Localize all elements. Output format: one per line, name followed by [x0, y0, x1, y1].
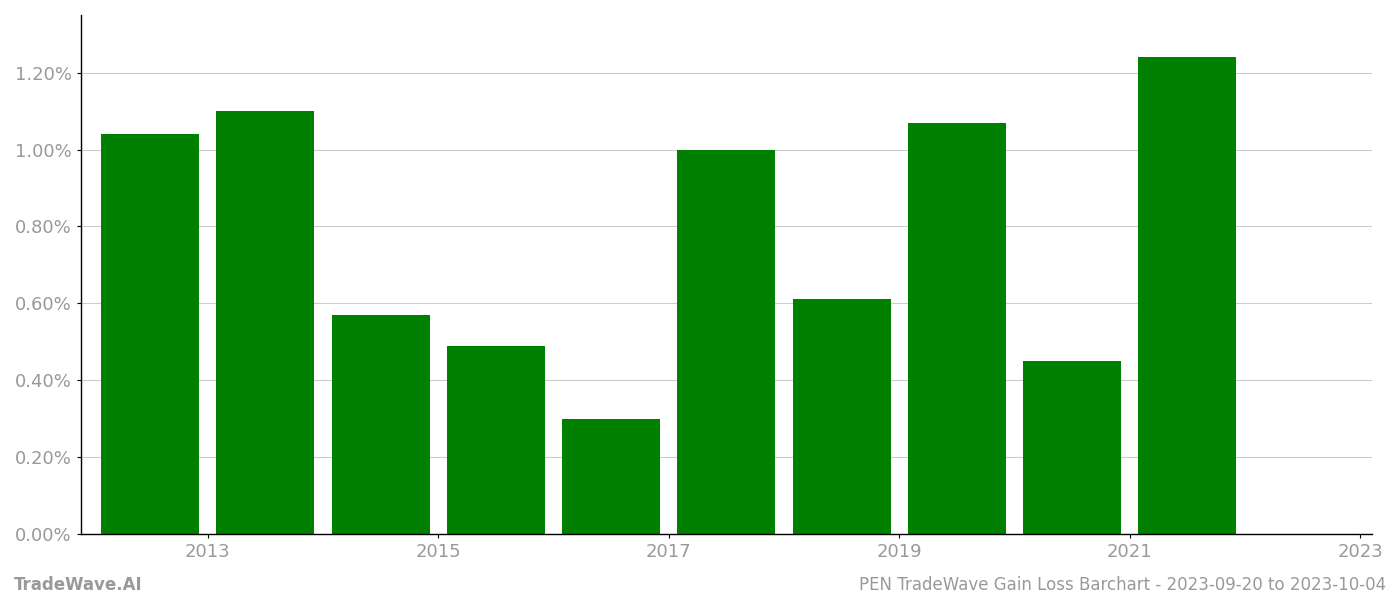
Bar	[101, 134, 199, 534]
Text: TradeWave.AI: TradeWave.AI	[14, 576, 143, 594]
Bar	[1023, 361, 1121, 534]
Bar	[447, 346, 545, 534]
Bar	[217, 111, 315, 534]
Bar	[563, 419, 661, 534]
Bar	[792, 299, 890, 534]
Bar	[678, 149, 776, 534]
Bar	[1138, 57, 1236, 534]
Bar	[909, 122, 1005, 534]
Bar	[332, 315, 430, 534]
Text: PEN TradeWave Gain Loss Barchart - 2023-09-20 to 2023-10-04: PEN TradeWave Gain Loss Barchart - 2023-…	[858, 576, 1386, 594]
